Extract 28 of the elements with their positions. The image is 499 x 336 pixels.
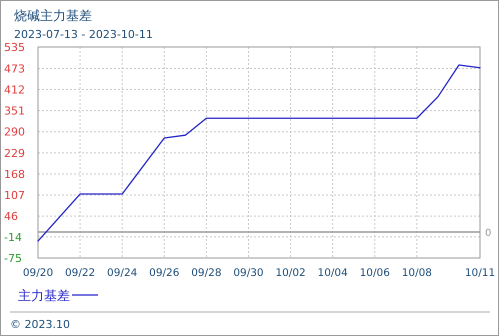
y-tick-label: -14 [4,230,22,244]
legend-label: 主力基差 [18,288,70,304]
y-tick-label: 412 [4,84,25,97]
y-tick-label: -75 [4,252,22,265]
y-tick-label: 229 [4,146,25,160]
x-tick-label: 10/04 [318,267,348,279]
x-tick-label: 09/26 [149,267,180,279]
line-series [37,64,481,242]
x-tick-label: 09/28 [191,267,222,279]
y-tick-label: 168 [4,168,25,181]
x-tick-label: 10/11 [464,267,496,279]
x-tick-label: 10/08 [402,267,432,279]
y-tick-label: 107 [4,189,25,202]
ref-line-label: 0 [485,228,492,240]
x-tick-label: 10/06 [360,267,390,279]
y-tick-label: 46 [4,210,18,224]
x-tick-label: 09/20 [22,267,54,279]
x-tick-label: 09/24 [107,267,138,279]
x-tick-label: 09/30 [233,267,264,279]
text: © 2023.10 [10,318,70,331]
chart-title: 烧碱主力基差 [14,8,92,24]
x-tick-label: 10/02 [275,267,306,279]
y-tick-label: 290 [4,126,25,139]
chart-subtitle: 2023-07-13 - 2023-10-11 [14,28,153,41]
y-tick-label: 535 [4,41,25,54]
x-tick-label: 09/22 [64,267,96,279]
y-tick-label: 473 [4,62,25,76]
y-tick-label: 351 [4,104,25,118]
